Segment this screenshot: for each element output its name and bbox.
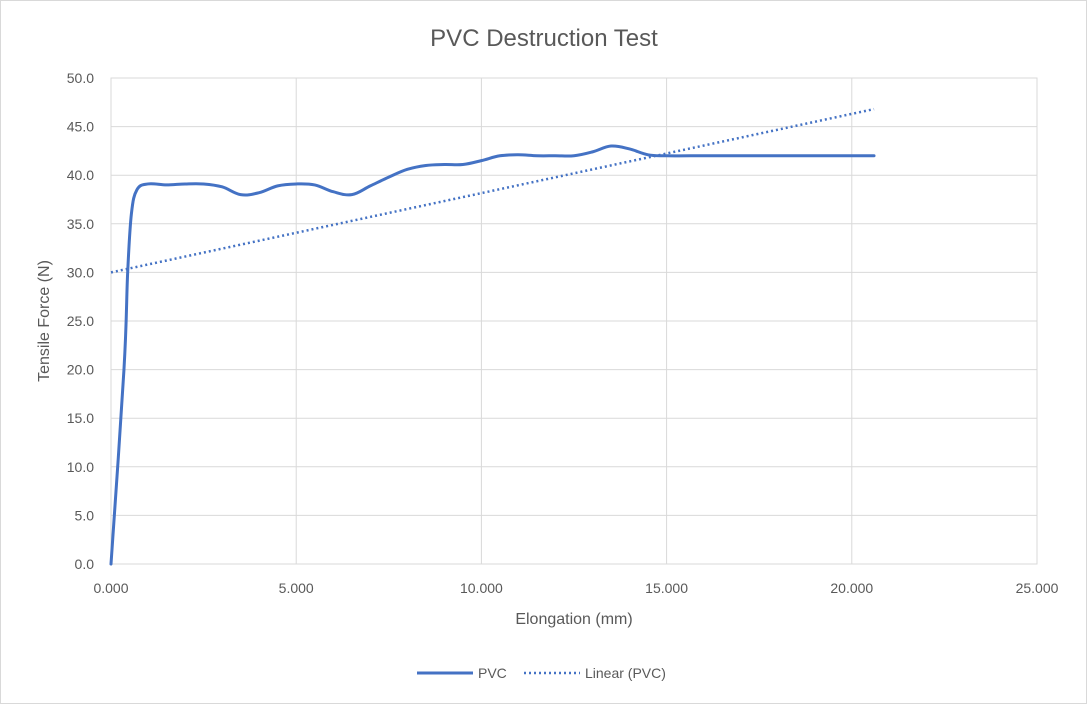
y-tick-label: 10.0 xyxy=(67,459,94,475)
y-tick-label: 35.0 xyxy=(67,216,94,232)
y-tick-label: 25.0 xyxy=(67,313,94,329)
x-axis-title: Elongation (mm) xyxy=(515,611,632,628)
x-tick-label: 5.000 xyxy=(279,580,314,596)
x-axis-tick-labels: 0.000 5.000 10.000 15.000 20.000 25.000 xyxy=(93,580,1058,596)
y-tick-label: 15.0 xyxy=(67,410,94,426)
x-tick-label: 15.000 xyxy=(645,580,688,596)
y-axis-title: Tensile Force (N) xyxy=(36,260,53,382)
legend-label-linear-pvc: Linear (PVC) xyxy=(585,665,666,681)
x-tick-label: 20.000 xyxy=(830,580,873,596)
x-tick-label: 0.000 xyxy=(93,580,128,596)
gridlines xyxy=(110,77,1038,565)
series-line-pvc xyxy=(109,144,876,566)
legend: PVC Linear (PVC) xyxy=(417,665,666,681)
y-tick-label: 40.0 xyxy=(67,167,94,183)
y-tick-label: 5.0 xyxy=(75,507,95,523)
series-line-linear-pvc xyxy=(110,107,875,274)
y-tick-label: 45.0 xyxy=(67,119,94,135)
y-tick-label: 50.0 xyxy=(67,70,94,86)
chart-title: PVC Destruction Test xyxy=(430,25,658,52)
legend-label-pvc: PVC xyxy=(478,665,507,681)
y-tick-label: 30.0 xyxy=(67,264,94,280)
x-tick-label: 25.000 xyxy=(1016,580,1059,596)
plot-border xyxy=(110,77,1038,565)
y-axis-tick-labels: 0.0 5.0 10.0 15.0 20.0 25.0 30.0 35.0 40.0 45.0 50… xyxy=(67,70,94,572)
series-group xyxy=(109,107,876,566)
y-tick-label: 0.0 xyxy=(75,556,95,572)
plot-area xyxy=(110,77,1038,565)
y-tick-label: 20.0 xyxy=(67,362,94,378)
x-tick-label: 10.000 xyxy=(460,580,503,596)
